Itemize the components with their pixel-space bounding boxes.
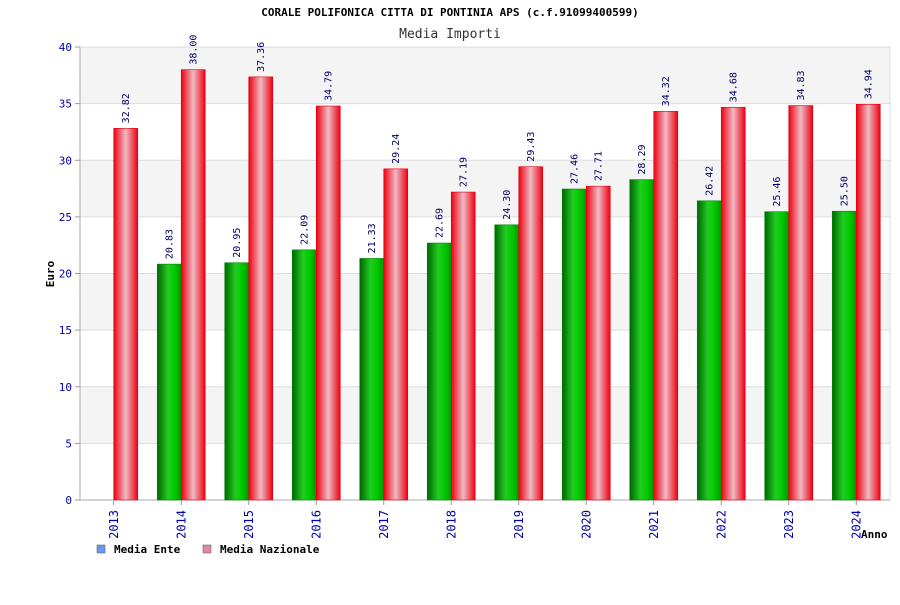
x-axis-ticks: 2013 2014 2015 2016 2017 2018 2019 2020 2021 2022… bbox=[107, 500, 863, 539]
bars bbox=[113, 69, 881, 501]
data-label: 34.68 bbox=[728, 72, 739, 102]
data-label: 27.71 bbox=[593, 151, 604, 181]
bar-media-nazionale bbox=[788, 105, 814, 501]
data-label: 25.46 bbox=[772, 177, 783, 207]
y-axis-ticks: 0 5 10 15 20 25 30 35 40 bbox=[59, 41, 72, 507]
data-label: 29.24 bbox=[391, 134, 402, 164]
bar-media-nazionale bbox=[248, 76, 274, 501]
y-tick-label: 0 bbox=[65, 494, 72, 507]
bar-media-nazionale bbox=[450, 191, 476, 501]
data-label: 27.46 bbox=[569, 154, 580, 184]
bar-media-nazionale bbox=[518, 166, 544, 501]
y-tick-label: 30 bbox=[59, 154, 72, 167]
data-label: 22.09 bbox=[299, 215, 310, 245]
x-tick-label: 2022 bbox=[714, 510, 728, 539]
plot-area bbox=[80, 47, 890, 500]
data-label: 27.19 bbox=[458, 157, 469, 187]
x-tick-label: 2016 bbox=[309, 510, 323, 539]
bar-media-ente bbox=[629, 179, 655, 501]
data-label: 34.83 bbox=[796, 70, 807, 100]
data-label: 20.83 bbox=[164, 229, 175, 259]
data-label: 25.50 bbox=[839, 176, 850, 206]
bar-media-nazionale bbox=[383, 168, 409, 501]
bar-media-ente bbox=[494, 224, 520, 501]
bar-media-nazionale bbox=[653, 111, 679, 501]
legend-swatch bbox=[96, 544, 106, 554]
x-tick-label: 2013 bbox=[107, 510, 121, 539]
data-label: 34.32 bbox=[661, 76, 672, 106]
y-tick-label: 20 bbox=[59, 268, 72, 281]
bar-media-ente bbox=[224, 262, 250, 501]
bar-media-nazionale bbox=[585, 185, 611, 501]
x-tick-label: 2014 bbox=[174, 510, 188, 539]
data-label: 20.95 bbox=[232, 228, 243, 258]
x-tick-label: 2020 bbox=[579, 510, 593, 539]
bar-media-ente bbox=[831, 210, 857, 501]
bar-media-nazionale bbox=[855, 104, 881, 501]
legend-label: Media Ente bbox=[114, 543, 181, 556]
data-label: 34.94 bbox=[863, 69, 874, 99]
bar-media-ente bbox=[156, 263, 182, 501]
y-tick-label: 35 bbox=[59, 98, 72, 111]
plot-band bbox=[80, 103, 890, 161]
x-axis-label: Anno bbox=[861, 528, 888, 541]
data-label: 28.29 bbox=[637, 145, 648, 175]
y-tick-label: 40 bbox=[59, 41, 72, 54]
bar-media-nazionale bbox=[720, 106, 746, 501]
legend: Media Ente Media Nazionale bbox=[96, 543, 320, 556]
bar-media-ente bbox=[291, 249, 317, 501]
x-tick-label: 2015 bbox=[242, 510, 256, 539]
plot-band bbox=[80, 330, 890, 387]
grid-lines bbox=[75, 46, 891, 501]
data-label: 22.69 bbox=[434, 208, 445, 238]
x-tick-label: 2018 bbox=[444, 510, 458, 539]
y-axis-label: Euro bbox=[44, 260, 57, 287]
bar-media-ente bbox=[359, 258, 385, 501]
x-tick-label: 2024 bbox=[849, 510, 863, 539]
plot-band bbox=[80, 47, 890, 104]
bar-media-nazionale bbox=[315, 105, 341, 501]
legend-swatch bbox=[202, 544, 212, 554]
data-label: 26.42 bbox=[704, 166, 715, 196]
bar-media-ente bbox=[561, 188, 587, 501]
bar-media-ente bbox=[764, 211, 790, 501]
y-tick-label: 15 bbox=[59, 324, 72, 337]
bar-media-nazionale bbox=[180, 69, 206, 501]
plot-band bbox=[80, 216, 890, 274]
plot-band bbox=[80, 443, 890, 500]
x-tick-label: 2019 bbox=[512, 510, 526, 539]
chart-subtitle: Media Importi bbox=[399, 27, 501, 42]
y-tick-label: 25 bbox=[59, 211, 72, 224]
data-label: 29.43 bbox=[526, 132, 537, 162]
data-label: 24.30 bbox=[502, 190, 513, 220]
plot-band bbox=[80, 386, 890, 444]
data-labels: 32.82 20.83 38.00 20.95 37.36 22.09 34.79 21.33… bbox=[121, 35, 875, 260]
data-label: 37.36 bbox=[256, 42, 267, 72]
y-tick-label: 5 bbox=[65, 437, 72, 450]
bar-media-ente bbox=[696, 200, 722, 501]
x-tick-label: 2021 bbox=[647, 510, 661, 539]
x-tick-label: 2017 bbox=[377, 510, 391, 539]
plot-band bbox=[80, 273, 890, 331]
data-label: 32.82 bbox=[121, 93, 132, 123]
x-tick-label: 2023 bbox=[782, 510, 796, 539]
data-label: 38.00 bbox=[188, 35, 199, 65]
bar-media-ente bbox=[426, 242, 452, 501]
bar-media-nazionale bbox=[113, 128, 139, 501]
data-label: 21.33 bbox=[367, 223, 378, 253]
data-label: 34.79 bbox=[323, 71, 334, 101]
plot-band bbox=[80, 160, 890, 217]
y-tick-label: 10 bbox=[59, 381, 72, 394]
chart-title: CORALE POLIFONICA CITTA DI PONTINIA APS … bbox=[261, 6, 639, 19]
legend-label: Media Nazionale bbox=[220, 543, 320, 556]
